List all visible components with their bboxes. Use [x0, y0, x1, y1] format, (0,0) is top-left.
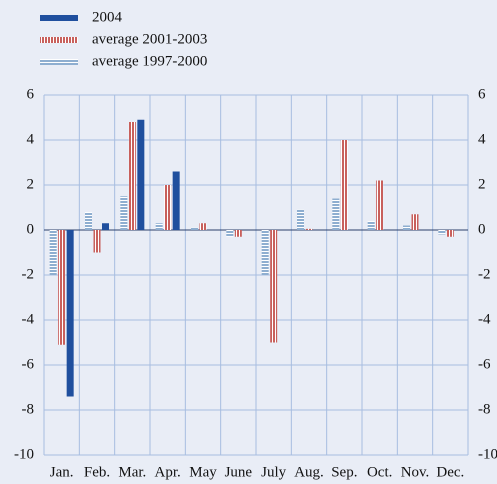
bar: [446, 230, 454, 237]
x-tick-label: Jan.: [50, 464, 74, 480]
x-tick-label: Sep.: [331, 464, 357, 480]
bar: [155, 223, 163, 230]
y-tick-label: -4: [22, 311, 35, 327]
y-tick-label: 0: [27, 221, 35, 237]
y2-tick-label: 4: [478, 131, 486, 147]
y-tick-label: 2: [27, 176, 35, 192]
y2-tick-label: -2: [478, 266, 491, 282]
bar: [49, 230, 57, 275]
y-tick-label: -8: [22, 401, 35, 417]
bar: [58, 230, 66, 345]
bar: [438, 230, 446, 235]
bar: [120, 196, 128, 230]
x-tick-label: Apr.: [155, 464, 181, 480]
legend-label: 2004: [92, 9, 123, 25]
y2-tick-label: 2: [478, 176, 486, 192]
y2-tick-label: -8: [478, 401, 491, 417]
x-tick-label: Nov.: [401, 464, 430, 480]
bar: [261, 230, 269, 275]
bar: [305, 228, 313, 230]
y-tick-label: -10: [14, 446, 34, 462]
legend-swatch: [40, 59, 78, 65]
bar: [270, 230, 278, 343]
x-tick-label: Oct.: [367, 464, 392, 480]
y2-tick-label: -10: [478, 446, 497, 462]
bar: [102, 223, 109, 230]
y-tick-label: -2: [22, 266, 35, 282]
legend-swatch: [40, 15, 78, 21]
bar: [164, 185, 172, 230]
bar: [191, 227, 198, 230]
bar: [332, 198, 340, 230]
bar: [297, 209, 304, 230]
bar: [340, 140, 348, 230]
bar: [403, 225, 410, 230]
x-tick-label: Dec.: [436, 464, 464, 480]
bar: [367, 221, 375, 230]
legend-swatch: [40, 37, 78, 43]
bar: [411, 214, 419, 230]
bar: [172, 171, 180, 230]
y2-tick-label: -6: [478, 356, 491, 372]
x-tick-label: June: [225, 464, 253, 480]
y-tick-label: -6: [22, 356, 35, 372]
bar: [93, 230, 101, 253]
legend-label: average 2001-2003: [92, 31, 207, 47]
bar: [66, 230, 74, 397]
x-tick-label: July: [261, 464, 287, 480]
bar: [234, 230, 242, 237]
legend-label: average 1997-2000: [92, 53, 207, 69]
bar: [226, 230, 234, 237]
x-tick-label: Mar.: [118, 464, 146, 480]
bar: [128, 122, 136, 230]
y-tick-label: 6: [27, 86, 35, 102]
x-tick-label: Feb.: [84, 464, 110, 480]
bar: [85, 212, 92, 230]
y2-tick-label: -4: [478, 311, 491, 327]
x-tick-label: Aug.: [294, 464, 324, 480]
y2-tick-label: 6: [478, 86, 486, 102]
bar: [376, 180, 384, 230]
bar: [137, 119, 145, 230]
x-tick-label: May: [189, 464, 217, 480]
y-tick-label: 4: [27, 131, 35, 147]
y2-tick-label: 0: [478, 221, 486, 237]
bar: [199, 223, 207, 230]
